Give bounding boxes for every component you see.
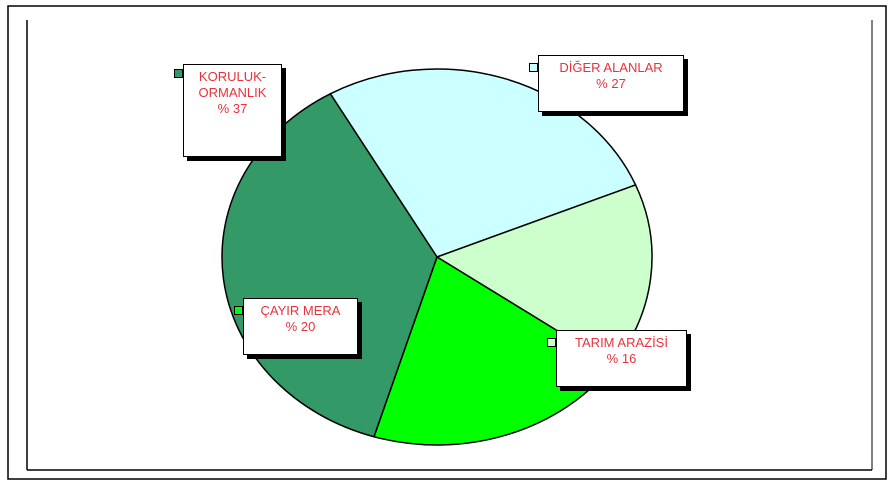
slice-name: DİĞER ALANLAR <box>559 60 663 75</box>
slice-label: DİĞER ALANLAR% 27 <box>538 55 684 112</box>
legend-marker <box>234 306 243 315</box>
outer-frame <box>7 5 887 480</box>
slice-value: % 27 <box>596 76 626 91</box>
slice-value: % 16 <box>606 351 637 366</box>
slice-name: TARIM ARAZİSİ <box>575 335 668 350</box>
slice-label: TARIM ARAZİSİ% 16 <box>556 330 687 387</box>
legend-marker <box>174 69 183 78</box>
slice-name: KORULUK-ORMANLIK <box>198 69 267 100</box>
slice-value: % 20 <box>285 319 316 334</box>
slice-name: ÇAYIR MERA <box>260 303 341 318</box>
slice-label: KORULUK-ORMANLIK% 37 <box>183 64 282 157</box>
legend-marker <box>547 338 556 347</box>
slice-label: ÇAYIR MERA% 20 <box>243 298 358 355</box>
slice-value: % 37 <box>217 101 248 116</box>
legend-marker <box>529 63 538 72</box>
